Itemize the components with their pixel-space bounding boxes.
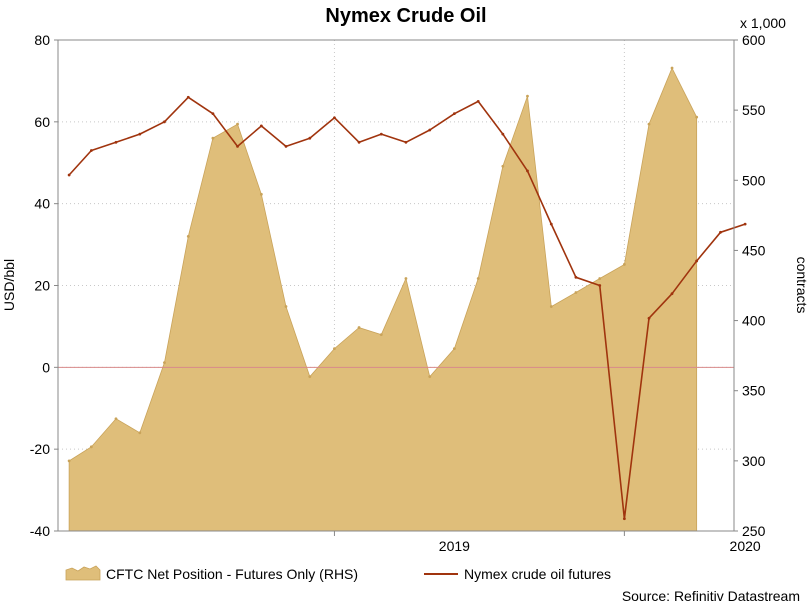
area-cftc [68,67,698,532]
x-axis-ticks: 2019 2020 [333,531,761,554]
line-point [333,116,336,120]
x-tick-label: 2020 [730,538,761,554]
left-tick-label: 40 [34,196,50,212]
area-point [308,375,312,379]
line-series-layer [67,95,747,521]
line-point [114,140,118,144]
line-point [211,112,215,116]
line-point [719,230,722,234]
area-point [404,277,408,280]
area-point [622,263,626,266]
area-point [476,277,480,280]
right-axis-ticks: 250 300 350 400 450 500 550 600 [734,32,766,539]
line-point [284,144,288,148]
chart-title: Nymex Crude Oil [325,5,486,27]
area-point [526,94,529,98]
area-point [186,235,190,238]
area-point [211,136,215,140]
line-point [404,140,408,144]
left-tick-label: 60 [34,114,50,130]
left-axis-label: USD/bbl [1,259,17,311]
line-point [670,292,674,296]
right-tick-label: 600 [742,32,766,48]
area-point [284,305,288,308]
area-point [574,291,578,294]
right-tick-label: 300 [742,453,766,469]
right-tick-label: 400 [742,313,766,329]
line-point [622,517,626,521]
source-note: Source: Refinitiv Datastream [622,588,800,604]
line-point [259,124,263,128]
area-point [259,192,263,196]
area-point [647,122,651,126]
left-tick-label: -20 [30,441,50,457]
area-point [501,164,505,168]
area-point [695,115,699,119]
line-point [695,259,699,263]
area-point [89,445,93,449]
area-point [333,347,336,351]
line-point [357,140,361,144]
legend-label-cftc: CFTC Net Position - Futures Only (RHS) [106,566,358,582]
line-point [647,316,651,320]
left-tick-label: 0 [42,359,50,375]
right-axis-label: contracts [794,257,810,314]
line-point [308,136,312,140]
line-point [89,149,93,152]
area-point [598,277,602,280]
legend-label-nymex: Nymex crude oil futures [464,566,611,582]
area-point [357,326,361,329]
left-tick-label: 80 [34,32,50,48]
line-point [67,173,71,177]
left-axis-ticks: -40 -20 0 20 40 60 80 [30,32,58,539]
right-axis-multiplier: x 1,000 [740,15,786,31]
left-tick-label: 20 [34,278,50,294]
area-point [163,361,166,365]
line-point [526,169,529,173]
line-point [501,132,505,136]
legend-area-swatch [65,565,101,581]
area-point [428,375,432,379]
area-point [670,66,674,70]
line-point [598,284,602,287]
area-point [452,347,456,351]
x-tick-label: 2019 [439,538,470,554]
area-point [236,122,239,126]
area-point [379,333,383,336]
area-point [549,305,553,308]
legend: CFTC Net Position - Futures Only (RHS) N… [65,565,611,582]
line-point [743,222,747,226]
line-point [138,132,142,136]
line-point [428,128,432,132]
line-point [476,99,480,103]
right-tick-label: 550 [742,102,766,118]
left-tick-label: -40 [30,523,50,539]
line-point [236,144,239,148]
line-point [186,95,190,99]
line-point [379,132,383,136]
line-point [574,275,578,279]
area-point [67,459,71,463]
line-point [452,112,456,116]
area-point [138,431,142,435]
area-series-layer [67,66,699,532]
line-point [549,222,553,226]
right-tick-label: 500 [742,172,766,188]
right-tick-label: 450 [742,242,766,258]
right-tick-label: 350 [742,383,766,399]
line-point [163,120,166,124]
area-point [114,417,118,421]
right-tick-label: 250 [742,523,766,539]
